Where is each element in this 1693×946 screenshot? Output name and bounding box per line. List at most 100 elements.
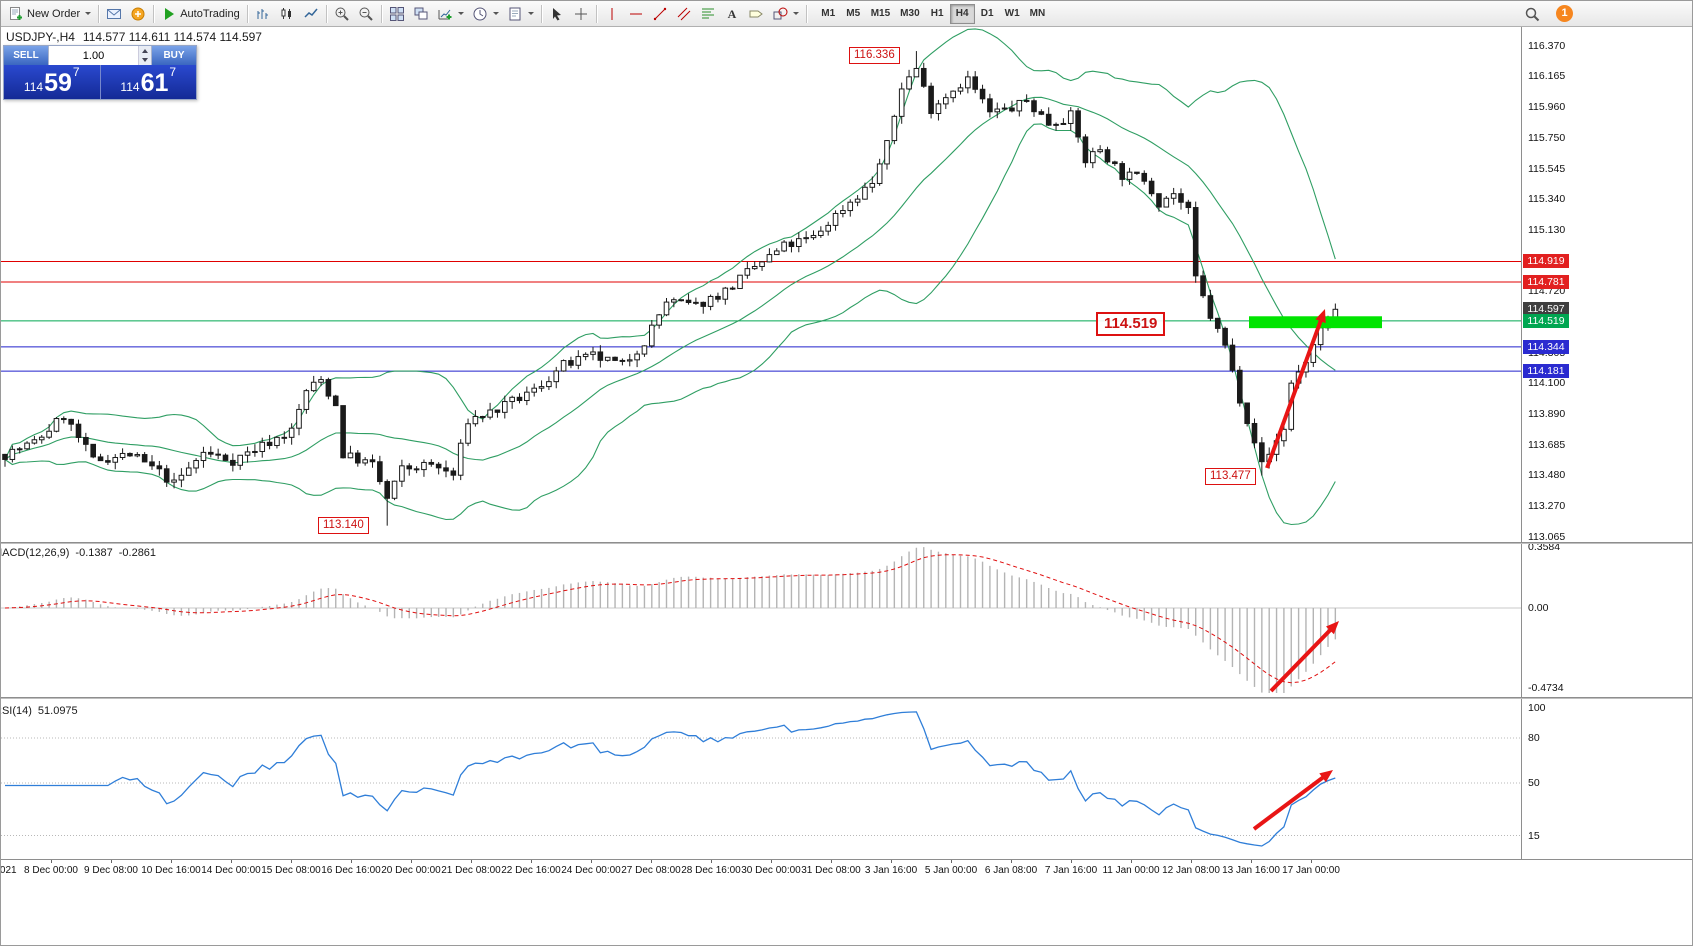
bid-prefix: 114	[23, 80, 44, 94]
trendline-button[interactable]	[648, 3, 672, 25]
price-tick-label: 116.370	[1528, 40, 1566, 52]
macd-value-signal: -0.2861	[118, 547, 157, 559]
news-button[interactable]	[126, 3, 150, 25]
shapes-button[interactable]	[768, 3, 803, 25]
time-tick-mark	[831, 860, 832, 863]
fibonacci-button[interactable]	[696, 3, 720, 25]
toolbar-separator	[246, 4, 248, 23]
price-tick-label: 113.685	[1528, 438, 1566, 451]
bar-chart-icon	[255, 6, 271, 22]
zoom-in-button[interactable]	[330, 3, 354, 25]
timeframe-button-d1[interactable]: D1	[975, 4, 1000, 24]
zoom-out-icon	[358, 6, 374, 22]
time-tick-label: 8 Dec 00:00	[24, 865, 78, 876]
tile-windows-button[interactable]	[385, 3, 409, 25]
rsi-value: 51.0975	[37, 705, 78, 717]
mail-button[interactable]	[102, 3, 126, 25]
ask-price[interactable]: 114 61 7	[100, 65, 196, 99]
time-tick-mark	[171, 860, 172, 863]
toolbar-separator	[595, 4, 597, 23]
chart-callout[interactable]: 114.519	[1096, 312, 1166, 336]
macd-axis-label: 0.3584	[1528, 541, 1561, 554]
zoom-out-button[interactable]	[354, 3, 378, 25]
new-order-button[interactable]: New Order	[4, 3, 95, 25]
horizontal-line-icon	[628, 6, 644, 22]
volume-input[interactable]	[49, 46, 138, 65]
panel-separator-macd[interactable]	[1, 542, 1692, 544]
candlestick-chart-button[interactable]	[275, 3, 299, 25]
macd-name: MACD(12,26,9)	[0, 547, 70, 559]
panel-separator-rsi[interactable]	[1, 697, 1692, 699]
cascade-windows-icon	[413, 6, 429, 22]
price-tick-label: 113.270	[1528, 500, 1566, 513]
timeframe-button-h1[interactable]: H1	[925, 4, 950, 24]
new-chart-icon	[437, 6, 453, 22]
trade-panel-header: SELL BUY	[4, 46, 196, 65]
timeframe-button-mn[interactable]: MN	[1025, 4, 1051, 24]
symbol-ohlc: 114.577 114.611 114.574 114.597	[82, 30, 262, 44]
time-tick-label: 6 Jan 08:00	[984, 865, 1038, 876]
timeframe-button-w1[interactable]: W1	[1000, 4, 1025, 24]
price-tag: 114.781	[1523, 274, 1569, 289]
autotrading-play-icon	[161, 6, 177, 22]
text-button[interactable]: A	[720, 3, 744, 25]
level-lines	[1, 260, 1521, 372]
templates-button[interactable]	[503, 3, 538, 25]
svg-text:A: A	[727, 7, 736, 21]
bid-big-digits: 59	[44, 69, 72, 97]
rsi-name: RSI(14)	[1, 705, 32, 717]
time-tick-label: 5 Jan 00:00	[924, 865, 978, 876]
channel-button[interactable]	[672, 3, 696, 25]
volume-up-button[interactable]	[139, 46, 151, 56]
macd-signal-line	[4, 554, 1336, 684]
trendline-icon	[652, 6, 668, 22]
macd-histogram	[11, 547, 1337, 693]
bar-chart-button[interactable]	[251, 3, 275, 25]
timeframe-button-h4[interactable]: H4	[949, 3, 975, 24]
toolbar-separator	[540, 4, 542, 23]
sell-button[interactable]: SELL	[4, 46, 48, 65]
arrow-label-icon	[748, 6, 764, 22]
horizontal-line-button[interactable]	[624, 3, 648, 25]
timeframe-button-m1[interactable]: M1	[816, 4, 841, 24]
volume-box	[48, 46, 152, 65]
autotrading-button[interactable]: AutoTrading	[157, 3, 244, 25]
profiles-button[interactable]	[468, 3, 503, 25]
cascade-windows-button[interactable]	[409, 3, 433, 25]
chart-callout[interactable]: 113.477	[1205, 468, 1256, 485]
rsi-panel[interactable]	[1, 699, 1521, 859]
main-chart[interactable]	[1, 27, 1521, 543]
news-icon	[130, 6, 146, 22]
caret-down-icon	[492, 12, 499, 15]
line-chart-button[interactable]	[299, 3, 323, 25]
line-chart-icon	[303, 6, 319, 22]
search-button[interactable]	[1520, 3, 1544, 25]
timeframe-button-m5[interactable]: M5	[841, 4, 866, 24]
arrow-label-button[interactable]	[744, 3, 768, 25]
buy-button[interactable]: BUY	[152, 46, 196, 65]
time-tick-label: 13 Jan 16:00	[1222, 865, 1280, 876]
cursor-button[interactable]	[545, 3, 569, 25]
rsi-axis-label: 80	[1528, 732, 1540, 744]
time-tick-mark	[1011, 860, 1012, 863]
rsi-label: RSI(14) 51.0975	[1, 705, 84, 717]
vertical-line-button[interactable]	[600, 3, 624, 25]
ask-big-digits: 61	[140, 69, 169, 97]
time-tick-mark	[231, 860, 232, 863]
trade-panel-prices: 114 59 7 114 61 7	[4, 65, 196, 99]
price-axis[interactable]: 116.370 116.165 115.960 115.750 115.545 115.3…	[1521, 27, 1692, 881]
crosshair-button[interactable]	[569, 3, 593, 25]
new-chart-button[interactable]	[433, 3, 468, 25]
bid-price[interactable]: 114 59 7	[4, 65, 101, 99]
account-badge[interactable]: 1	[1556, 5, 1573, 22]
macd-panel[interactable]	[1, 544, 1521, 696]
crosshair-icon	[573, 6, 589, 22]
timeframe-button-m15[interactable]: M15	[866, 4, 895, 24]
volume-down-button[interactable]	[139, 55, 151, 65]
timeframe-button-m30[interactable]: M30	[895, 4, 924, 24]
chart-callout[interactable]: 113.140	[318, 517, 369, 534]
price-tag: 114.181	[1523, 364, 1569, 379]
channel-icon	[676, 6, 692, 22]
chart-callout[interactable]: 116.336	[849, 47, 900, 64]
